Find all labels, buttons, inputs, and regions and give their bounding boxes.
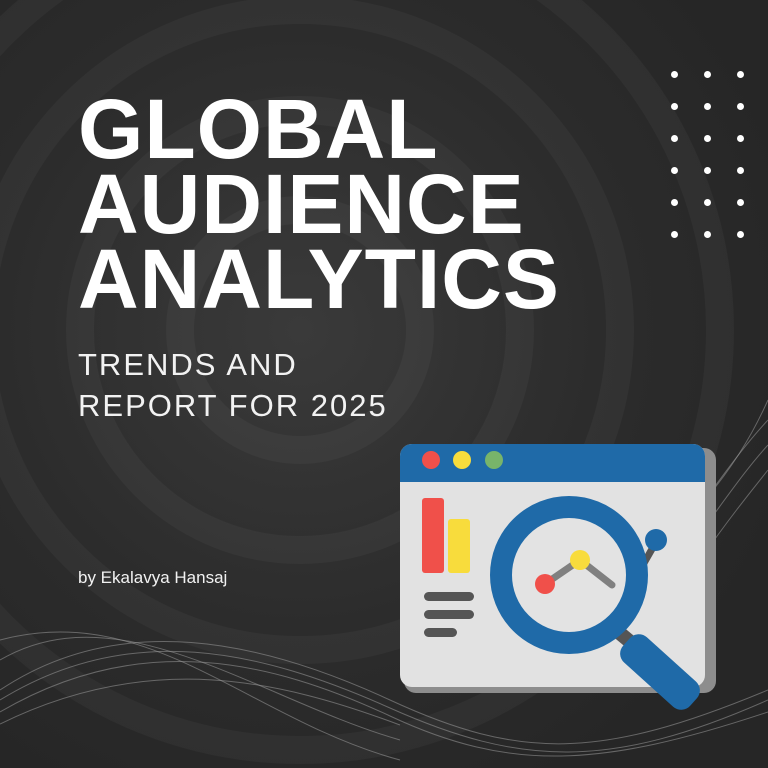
magnifier-handle bbox=[620, 634, 700, 710]
title-line: GLOBAL bbox=[78, 82, 439, 176]
subtitle: TRENDS AND REPORT FOR 2025 bbox=[78, 344, 388, 426]
title-line: ANALYTICS bbox=[78, 232, 560, 326]
chart-point-yellow bbox=[570, 550, 590, 570]
window-title-bar bbox=[400, 444, 705, 482]
chart-point-blue bbox=[645, 529, 667, 551]
dot bbox=[671, 231, 678, 238]
dot bbox=[704, 231, 711, 238]
dot bbox=[671, 135, 678, 142]
dot bbox=[704, 167, 711, 174]
page-title: GLOBAL AUDIENCE ANALYTICS bbox=[78, 82, 560, 326]
subtitle-line: TRENDS AND bbox=[78, 347, 298, 382]
text-line bbox=[424, 610, 474, 619]
dot bbox=[704, 71, 711, 78]
window-dot-red bbox=[422, 451, 440, 469]
dot bbox=[737, 199, 744, 206]
title-line: AUDIENCE bbox=[78, 157, 525, 251]
dot bbox=[704, 199, 711, 206]
subtitle-line: REPORT FOR 2025 bbox=[78, 388, 388, 423]
dot bbox=[671, 199, 678, 206]
text-line bbox=[424, 628, 457, 637]
dot bbox=[737, 231, 744, 238]
dot bbox=[671, 103, 678, 110]
chart-point-red bbox=[535, 574, 555, 594]
author-byline: by Ekalavya Hansaj bbox=[78, 568, 228, 587]
dot-grid-decoration bbox=[671, 71, 745, 238]
dot bbox=[737, 167, 744, 174]
dot bbox=[671, 167, 678, 174]
window-dot-green bbox=[485, 451, 503, 469]
dot bbox=[671, 71, 678, 78]
dot bbox=[704, 135, 711, 142]
dot bbox=[737, 103, 744, 110]
dot bbox=[737, 71, 744, 78]
bar-yellow bbox=[448, 519, 470, 573]
magnifier-lens bbox=[490, 496, 648, 654]
window-dot-yellow bbox=[453, 451, 471, 469]
dot bbox=[737, 135, 744, 142]
bar-red bbox=[422, 498, 444, 573]
text-line bbox=[424, 592, 474, 601]
dot bbox=[704, 103, 711, 110]
